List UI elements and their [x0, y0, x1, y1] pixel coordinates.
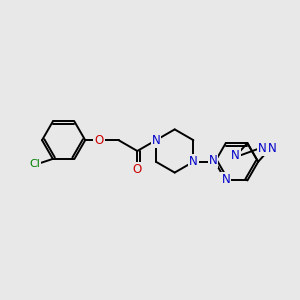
- Text: N: N: [231, 149, 240, 162]
- Text: O: O: [94, 134, 104, 147]
- Text: O: O: [133, 163, 142, 176]
- Text: N: N: [208, 154, 217, 167]
- Text: N: N: [152, 134, 160, 147]
- Text: N: N: [268, 142, 277, 155]
- Text: N: N: [258, 142, 267, 154]
- Text: N: N: [221, 173, 230, 186]
- Text: N: N: [189, 155, 198, 168]
- Text: Cl: Cl: [30, 159, 40, 169]
